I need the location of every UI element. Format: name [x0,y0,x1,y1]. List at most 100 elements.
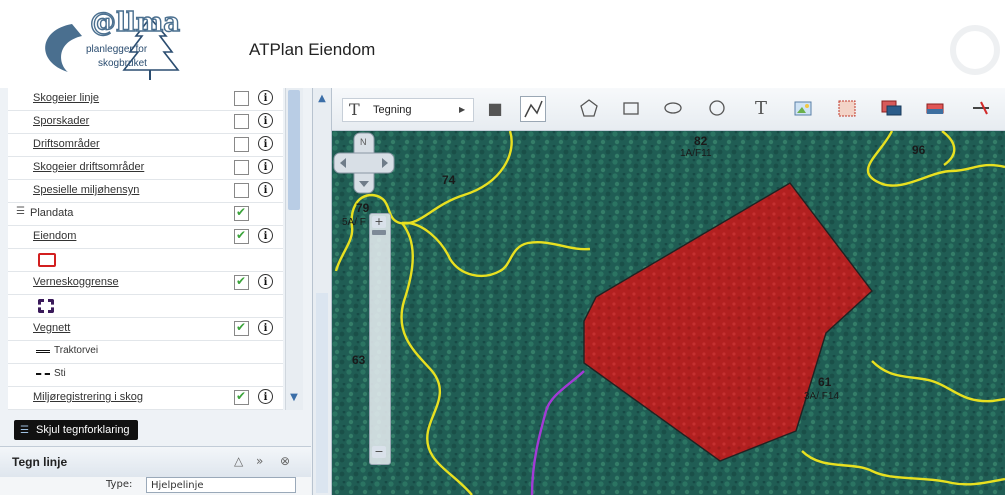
protection-boundary-line [530,370,585,495]
stand-boundary-63 [400,222,473,495]
layer-link[interactable]: Sporskader [33,115,90,127]
expand-right-icon[interactable]: » [256,454,264,468]
layer-visibility-checkbox[interactable] [234,183,249,198]
circle-icon[interactable] [704,96,730,122]
layer-row[interactable]: Spesielle miljøhensyn i [8,180,283,203]
layer-visibility-checkbox[interactable] [234,114,249,129]
stand-code-79: 5A/ F [342,217,366,228]
stand-label-63: 63 [352,353,366,367]
info-icon[interactable]: i [258,274,273,289]
layer-visibility-checkbox[interactable] [234,228,249,244]
ellipse-icon[interactable] [660,96,686,122]
layer-row[interactable]: Miljøregistrering i skog i [8,387,283,410]
line-type-select[interactable]: Hjelpelinje [146,477,296,493]
layer-edit-icon[interactable] [878,96,904,122]
image-icon[interactable] [790,96,816,122]
zoom-control[interactable]: + − [369,213,391,465]
allma-logo[interactable]: @llma planlegger for skogbruket [28,6,188,84]
layer-row[interactable]: Vegnett i [8,318,283,341]
info-icon[interactable]: i [258,113,273,128]
layer-list-scrollbar[interactable]: ▼ [285,88,303,410]
layer-visibility-checkbox[interactable] [234,320,249,336]
layer-visibility-checkbox[interactable] [234,137,249,152]
stand-boundary-79 [334,226,354,272]
rectangle-icon[interactable] [618,96,644,122]
zoom-slider-handle[interactable] [372,230,386,235]
draw-form: Type: Hjelpelinje [0,477,311,495]
scrollbar-thumb[interactable] [288,90,300,210]
layer-link[interactable]: Driftsområder [33,138,100,150]
text-icon[interactable]: T [754,98,767,119]
line-icon[interactable] [520,96,546,122]
stand-boundary-96 [866,131,1005,187]
legend-label: Traktorvei [54,345,99,356]
info-icon[interactable]: i [258,136,273,151]
info-icon[interactable]: i [258,228,273,243]
layer-link[interactable]: Verneskoggrense [33,276,119,288]
legend-row: Traktorvei [8,341,283,364]
map-panel-scrollbar[interactable]: ▲ [313,88,332,495]
layer-row[interactable]: Driftsområder i [8,134,283,157]
eraser-icon[interactable] [922,96,948,122]
scroll-up-icon[interactable]: ▲ [318,93,326,104]
layer-link[interactable]: Skogeier driftsområder [33,161,145,173]
info-icon[interactable]: i [258,159,273,174]
layer-row[interactable]: Eiendom i [8,226,283,249]
scrollbar-track[interactable] [316,293,328,493]
toggle-legend-button[interactable]: ☰ Skjul tegnforklaring [14,420,138,440]
watermark-icon [950,25,1000,75]
layer-visibility-checkbox[interactable] [234,91,249,106]
info-icon[interactable]: i [258,320,273,335]
logo-graphic [45,16,180,80]
info-icon[interactable]: i [258,389,273,404]
stand-boundary-61 [871,360,1005,403]
polygon-glyph [580,99,598,117]
stand-label-82: 82 [694,134,708,148]
drawing-mode-dropdown[interactable]: T Tegning ▶ [342,98,474,122]
layer-row[interactable]: Sporskader i [8,111,283,134]
zoom-in-icon[interactable]: + [372,216,386,228]
layer-visibility-checkbox[interactable] [234,389,249,405]
collapse-up-icon[interactable]: △ [234,454,244,468]
scroll-down-icon[interactable]: ▼ [290,392,298,403]
pan-left-icon[interactable] [340,158,346,168]
line-type-value: Hjelpelinje [151,480,204,491]
layer-row[interactable]: Skogeier driftsområder i [8,157,283,180]
polygon-icon[interactable] [576,96,602,122]
circle-glyph [709,100,725,116]
layer-edit-glyph [881,100,902,116]
layer-visibility-checkbox[interactable] [234,274,249,290]
group-visibility-checkbox[interactable] [234,205,249,221]
pattern-icon[interactable] [834,96,860,122]
eraser-glyph [926,103,944,114]
layer-link[interactable]: Miljøregistrering i skog [33,391,144,403]
pan-control[interactable]: N [332,131,396,195]
pan-down-icon[interactable] [359,181,369,187]
stand-boundary-61b [801,450,1005,486]
layer-row[interactable]: Skogeier linje i [8,88,283,111]
app-header: @llma planlegger for skogbruket ATPlan E… [0,0,1005,89]
stand-boundary-82 [401,221,591,278]
layer-list: Skogeier linje i Sporskader i Driftsområder i… [8,88,283,410]
group-label: Plandata [30,207,74,219]
info-icon[interactable]: i [258,90,273,105]
pin-remove-icon[interactable] [968,96,994,122]
swatch-row [8,249,283,272]
layer-link[interactable]: Skogeier linje [33,92,100,104]
group-icon: ☰ [16,206,25,217]
drawing-mode-label: Tegning [373,104,412,116]
layer-link[interactable]: Eiendom [33,230,77,242]
zoom-out-icon[interactable]: − [372,446,386,458]
group-row[interactable]: ☰ Plandata [8,203,283,226]
close-icon[interactable]: ⊗ [280,454,291,468]
stand-label-79: 79 [356,201,370,215]
layer-row[interactable]: Verneskoggrense i [8,272,283,295]
pan-right-icon[interactable] [382,158,388,168]
stop-icon[interactable]: ■ [487,99,503,118]
layer-link[interactable]: Spesielle miljøhensyn [33,184,140,196]
layer-visibility-checkbox[interactable] [234,160,249,175]
property-polygon[interactable] [583,182,873,462]
info-icon[interactable]: i [258,182,273,197]
layer-link[interactable]: Vegnett [33,322,71,334]
map-canvas[interactable]: 82 1A/F11 96 74 79 5A/ F 63 61 3A/ F14 N… [332,131,1005,495]
